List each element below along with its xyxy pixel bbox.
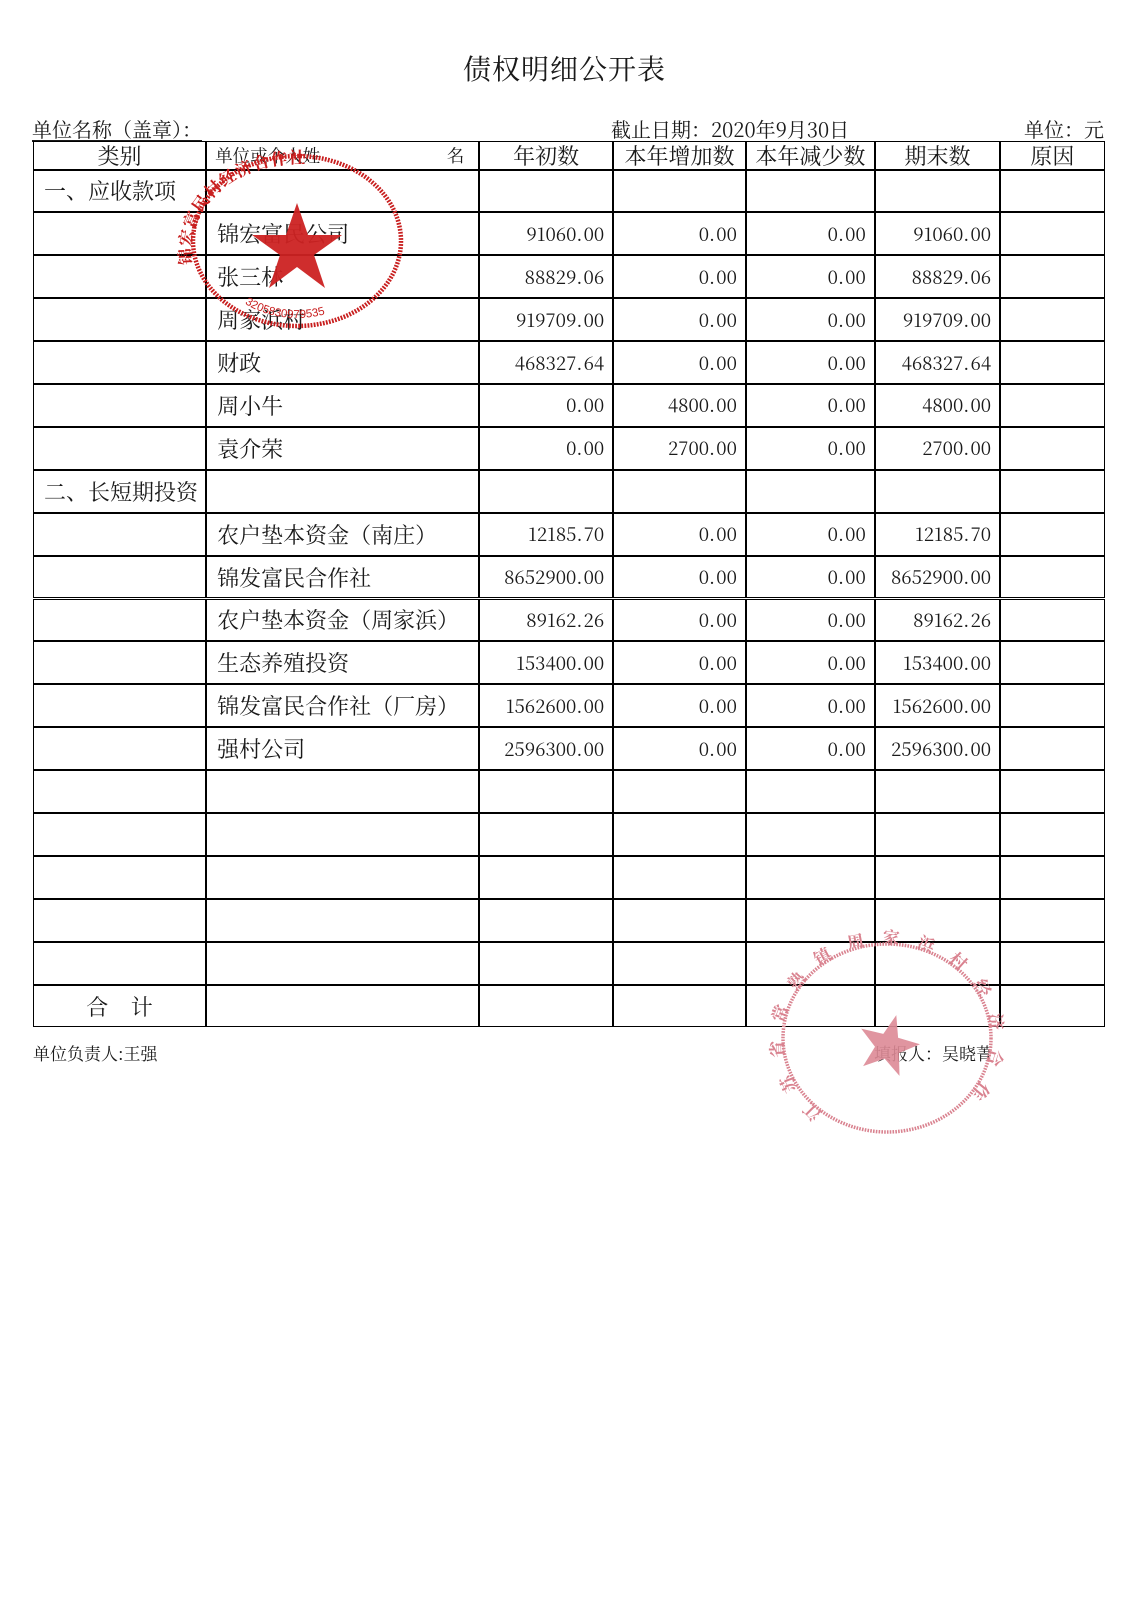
svg-text:3205830979535: 3205830979535 xyxy=(243,296,326,321)
svg-text:江苏省常熟镇周家浜村经济合作社: 江苏省常熟镇周家浜村经济合作社 xyxy=(752,908,1012,1128)
